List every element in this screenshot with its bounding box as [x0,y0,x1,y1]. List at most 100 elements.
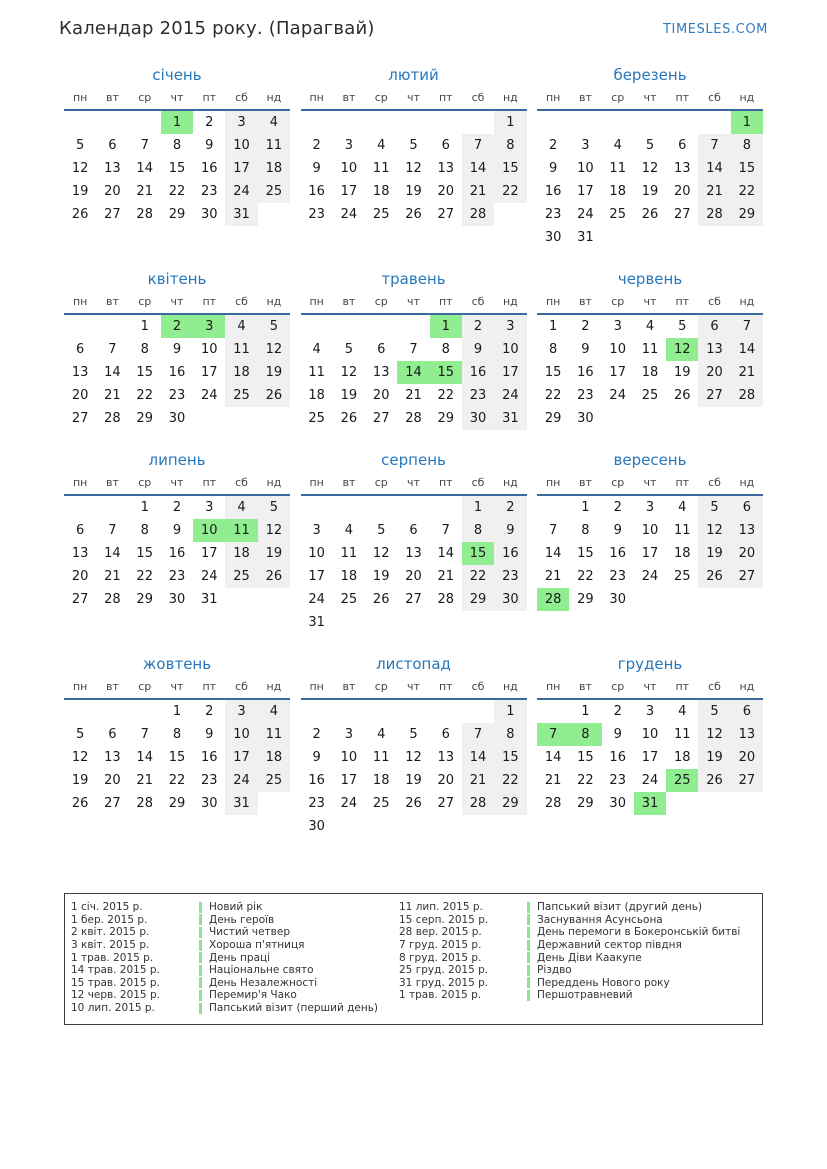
day-cell: 19 [372,569,390,584]
month-title: червень [617,270,683,288]
legend-entry: 2 квіт. 2015 р. Чистий четвер [71,926,399,939]
day-cell: 5 [257,495,290,519]
day-cell: 17 [225,746,258,769]
day-cell: 6 [409,523,418,538]
day-cell: 14 [136,161,153,176]
day-cell: 4 [377,727,386,742]
day-cell: 6 [377,342,386,357]
legend-column: 11 лип. 2015 р. Папський візит (другий де… [399,901,758,1014]
months-grid: січень пн вт ср чт пт сб нд 1 2 3 4 5 6 7 8 9 10 11 12 13 14 1… [64,66,763,838]
day-cell: 23 [200,773,218,788]
legend-entry: 7 груд. 2015 р. Державний сектор півдня [399,939,758,952]
legend-date: 31 груд. 2015 р. [399,976,489,989]
day-cell: 16 [461,361,495,384]
weekday-header: вт [96,680,129,700]
weekday-header: пт [429,476,462,496]
day-cell: 24 [494,384,527,407]
empty-cell [462,815,494,838]
day-cell: 31 [494,407,527,430]
day-cell: 8 [569,723,602,746]
weekday-header: ср [128,476,161,496]
empty-cell [193,407,225,430]
day-cell: 7 [441,523,450,538]
holiday-tick-icon [527,964,530,976]
month-травень: травень пн вт ср чт пт сб нд 1 2 3 4 5 6 7 8 9 10 11 12 13 14… [300,270,527,430]
day-cell: 14 [544,546,562,561]
day-cell: 11 [609,161,626,176]
day-cell: 25 [372,207,390,222]
day-cell: 27 [405,592,422,607]
day-cell: 20 [71,569,89,584]
day-cell: 12 [257,519,290,542]
day-cell: 23 [494,565,527,588]
day-cell: 12 [405,161,422,176]
day-cell: 6 [76,523,85,538]
legend-entry: 15 серп. 2015 р. Заснування Асунсьона [399,914,758,927]
day-cell: 22 [730,180,763,203]
empty-cell [333,699,365,723]
day-cell: 8 [172,138,182,153]
site-link[interactable]: TIMESLES.COM [662,22,768,37]
day-cell: 9 [549,161,558,176]
legend-date: 2 квіт. 2015 р. [71,926,150,939]
day-cell: 13 [372,365,390,380]
weekday-header: сб [698,476,731,496]
day-cell: 25 [673,569,691,584]
day-cell: 22 [577,773,594,788]
day-cell: 5 [409,727,418,742]
legend-holiday-name: День Незалежності [209,976,318,989]
day-cell: 31 [225,792,258,815]
weekday-header: чт [633,680,667,700]
empty-cell [602,110,634,134]
day-cell: 16 [609,546,626,561]
day-cell: 29 [544,411,562,426]
weekday-header: пн [300,476,333,496]
day-cell: 21 [104,569,121,584]
day-cell: 7 [461,134,495,157]
day-cell: 1 [581,500,590,515]
day-cell: 30 [168,592,186,607]
day-cell: 4 [678,704,687,719]
day-cell: 28 [136,796,153,811]
day-cell: 17 [225,157,258,180]
weekday-header: пт [666,91,699,111]
day-cell: 6 [441,727,450,742]
weekday-header: пт [429,91,462,111]
day-cell: 21 [405,388,422,403]
day-cell: 23 [609,569,626,584]
day-cell: 20 [104,184,121,199]
legend-holiday-name: Перемир'я Чако [209,989,297,1002]
day-cell: 19 [257,361,290,384]
day-cell: 24 [225,769,258,792]
legend-entry: 8 груд. 2015 р. День Діви Каакупе [399,951,758,964]
legend-holiday-name: Папський візит (другий день) [537,901,703,914]
weekday-header: пт [429,680,462,700]
day-cell: 11 [372,161,390,176]
day-cell: 3 [494,314,527,338]
empty-cell [301,314,333,338]
day-cell: 29 [168,796,186,811]
weekday-header: сб [225,295,258,315]
day-cell: 6 [730,495,763,519]
day-cell: 11 [372,750,390,765]
day-cell: 28 [437,592,455,607]
weekday-header: нд [730,295,763,315]
empty-cell [602,226,634,249]
weekday-header: чт [397,91,430,111]
empty-cell [397,110,429,134]
weekday-header: сб [225,680,258,700]
holidays-legend: 1 січ. 2015 р. Новий рік 1 бер. 2015 р. Ден… [64,893,763,1026]
day-cell: 30 [308,819,325,834]
weekday-header: пт [193,680,226,700]
empty-cell [634,407,666,430]
day-cell: 30 [200,796,218,811]
empty-cell [96,495,128,519]
day-cell: 25 [308,411,325,426]
day-cell: 18 [225,542,258,565]
weekday-header: чт [633,91,667,111]
day-cell: 19 [71,184,89,199]
day-cell: 8 [140,523,149,538]
day-cell: 12 [405,750,422,765]
day-cell: 4 [377,138,386,153]
weekday-header: нд [494,476,527,496]
